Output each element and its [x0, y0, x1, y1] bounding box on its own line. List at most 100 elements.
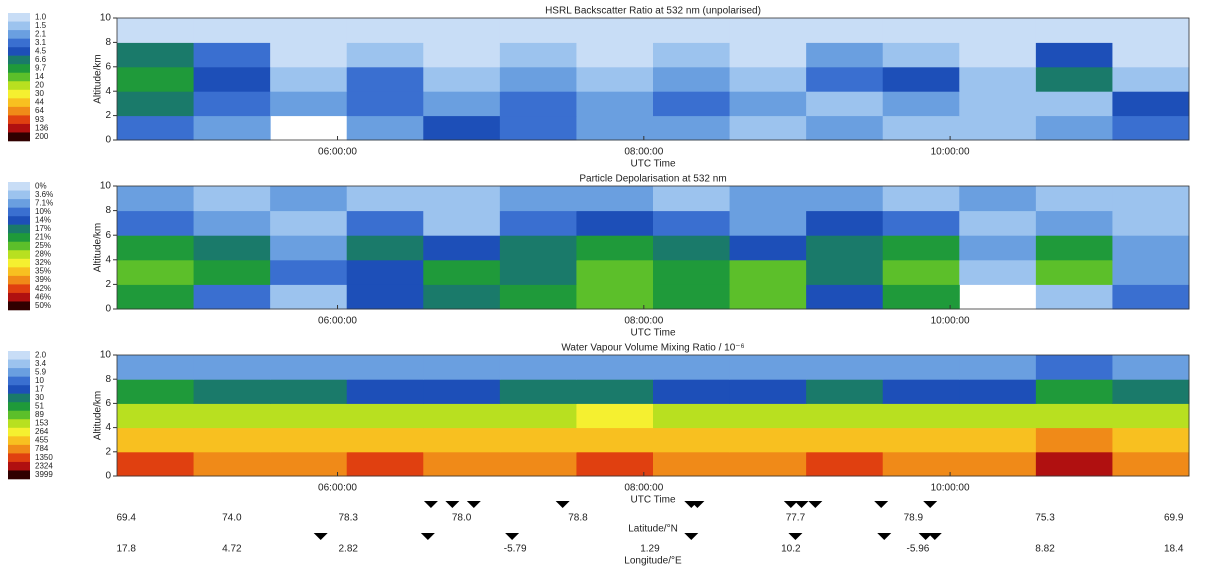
heatmap-cell [959, 67, 1036, 92]
heatmap-cell [883, 403, 960, 428]
heatmap-cell [423, 67, 500, 92]
x-tick-label: 06:00:00 [318, 147, 357, 158]
heatmap-cell [117, 428, 194, 453]
heatmap-cell [883, 186, 960, 211]
heatmap-cell [576, 284, 653, 309]
heatmap-cell [576, 186, 653, 211]
heatmap-cell [423, 116, 500, 141]
colorbar-swatch [8, 368, 30, 377]
heatmap-cell [883, 452, 960, 477]
heatmap-cell [653, 42, 730, 67]
heatmap-cell [806, 42, 883, 67]
heatmap-cell [959, 116, 1036, 141]
heatmap-cell [347, 18, 424, 43]
heatmap-cell [347, 428, 424, 453]
heatmap-cell [730, 428, 807, 453]
x-tick-label: 10:00:00 [931, 316, 970, 327]
heatmap-cell [1112, 211, 1189, 236]
colorbar-swatch [8, 90, 30, 99]
heatmap-cell [270, 260, 347, 285]
colorbar-swatch [8, 216, 30, 225]
heatmap-cell [270, 18, 347, 43]
y-tick-label: 8 [105, 374, 111, 385]
heatmap-cell [347, 186, 424, 211]
colorbar-swatch [8, 462, 30, 471]
heatmap-cell [1036, 403, 1113, 428]
colorbar-swatch [8, 199, 30, 208]
track-marker [923, 501, 937, 508]
heatmap-cell [959, 355, 1036, 380]
heatmap-cell [653, 260, 730, 285]
heatmap-cell [194, 452, 271, 477]
heatmap-cell [653, 186, 730, 211]
heatmap-cell [347, 260, 424, 285]
colorbar-swatch [8, 30, 30, 39]
heatmap-cell [883, 355, 960, 380]
heatmap-cell [1036, 355, 1113, 380]
y-tick-label: 0 [105, 304, 111, 315]
longitude-tick-label: 1.29 [640, 544, 660, 555]
heatmap-cell [806, 428, 883, 453]
heatmap-cell [1112, 379, 1189, 404]
heatmap-cell [347, 403, 424, 428]
colorbar-label: 50% [35, 301, 51, 310]
colorbar-swatch [8, 225, 30, 234]
heatmap-cell [653, 452, 730, 477]
latitude-tick-label: 74.0 [222, 513, 242, 524]
heatmap-cell [959, 186, 1036, 211]
heatmap-cell [500, 18, 577, 43]
y-axis-label: Altitude/km [93, 223, 104, 272]
colorbar-swatch [8, 132, 30, 141]
heatmap-cell [653, 403, 730, 428]
colorbar-swatch [8, 394, 30, 403]
heatmap-cell [1112, 186, 1189, 211]
latitude-tick-label: 78.3 [339, 513, 359, 524]
heatmap-cell [653, 355, 730, 380]
heatmap-cell [347, 67, 424, 92]
heatmap-cell [730, 186, 807, 211]
heatmap-cell [423, 235, 500, 260]
colorbar-swatch [8, 124, 30, 133]
colorbar-swatch [8, 301, 30, 310]
colorbar-swatch [8, 470, 30, 479]
colorbar-swatch [8, 284, 30, 293]
colorbar-swatch [8, 385, 30, 394]
heatmap-cell [730, 42, 807, 67]
heatmap-cell [194, 403, 271, 428]
heatmap-cell [500, 116, 577, 141]
heatmap-cell [1112, 91, 1189, 116]
heatmap-cell [423, 211, 500, 236]
heatmap-cell [500, 428, 577, 453]
colorbar-swatch [8, 267, 30, 276]
heatmap-cell [576, 18, 653, 43]
heatmap-cell [730, 18, 807, 43]
heatmap-cell [653, 67, 730, 92]
colorbar-swatch [8, 182, 30, 191]
colorbar-swatch [8, 39, 30, 48]
colorbar-swatch [8, 259, 30, 268]
colorbar-swatch [8, 428, 30, 437]
heatmap-cell [270, 428, 347, 453]
latitude-tick-label: 78.9 [904, 513, 924, 524]
heatmap-cell [730, 211, 807, 236]
heatmap-cell [117, 211, 194, 236]
heatmap-cell [1112, 403, 1189, 428]
track-marker [467, 501, 481, 508]
heatmap-cell [117, 186, 194, 211]
track-marker [788, 533, 802, 540]
heatmap-cell [883, 116, 960, 141]
colorbar-swatch [8, 22, 30, 31]
heatmap-cell [423, 18, 500, 43]
heatmap-cell [959, 379, 1036, 404]
heatmap-cell [1112, 116, 1189, 141]
colorbar-swatch [8, 64, 30, 73]
heatmap-cell [653, 116, 730, 141]
heatmap-cell [347, 42, 424, 67]
longitude-tick-label: -5.79 [504, 544, 527, 555]
y-tick-label: 4 [105, 254, 111, 265]
track-marker [556, 501, 570, 508]
heatmap-cell [270, 211, 347, 236]
colorbar-swatch [8, 436, 30, 445]
heatmap-cell [576, 67, 653, 92]
heatmap-cell [730, 284, 807, 309]
